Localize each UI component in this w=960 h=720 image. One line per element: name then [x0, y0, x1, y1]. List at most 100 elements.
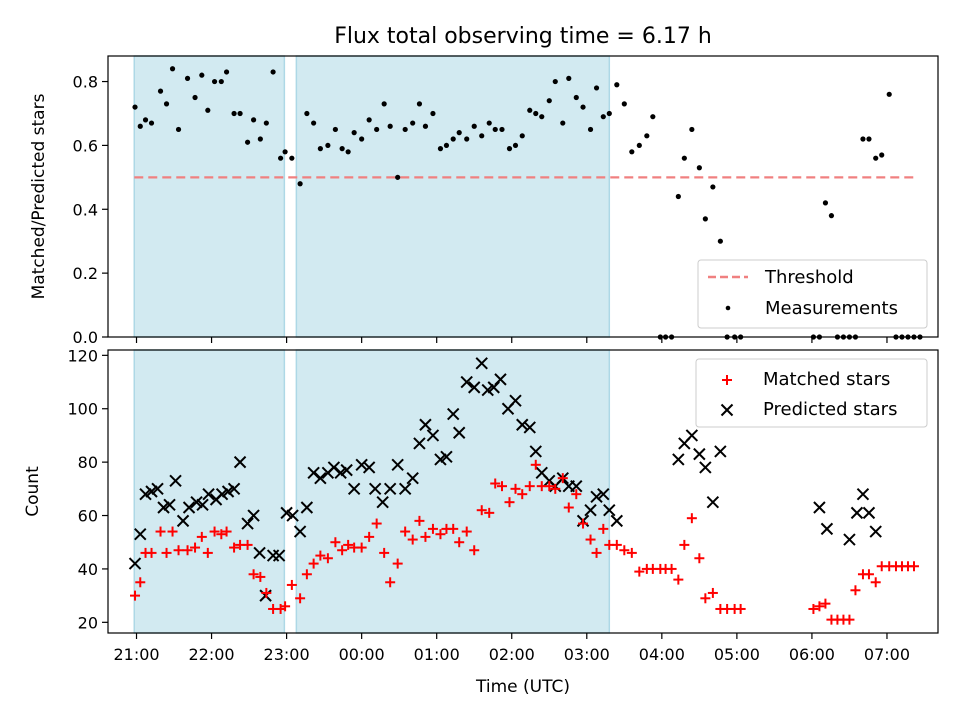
predicted-point: [843, 533, 856, 546]
measurement-point: [416, 101, 423, 107]
measurement-point: [644, 133, 650, 139]
measurement-point: [593, 85, 600, 91]
measurement-point: [184, 75, 191, 81]
measurement-point: [289, 155, 295, 161]
predicted-point: [227, 482, 241, 496]
matched-point: [130, 590, 141, 601]
predicted-point: [440, 450, 453, 463]
predicted-point: [813, 501, 826, 514]
measurement-point: [533, 110, 539, 117]
measurement-point: [681, 155, 687, 161]
x-tick-label: 23:00: [264, 645, 310, 664]
matched-point: [427, 523, 438, 534]
matched-point: [496, 481, 507, 492]
measurement-point: [223, 69, 230, 75]
predicted-point-b: [406, 471, 419, 485]
predicted-point-b: [856, 487, 870, 501]
measurement-point: [270, 69, 276, 75]
predicted-point-b: [362, 461, 376, 474]
matched-point: [510, 483, 521, 494]
matched-point: [407, 534, 418, 545]
matched-point: [286, 579, 297, 590]
measurement-point: [629, 149, 635, 155]
x-tick-label: 07:00: [864, 645, 910, 664]
measurement-point: [430, 110, 436, 117]
predicted-point: [672, 453, 685, 466]
count-y-tick-label: 120: [67, 346, 98, 365]
measurement-point: [163, 101, 170, 107]
measurement-point: [359, 136, 365, 142]
measurement-point: [539, 114, 545, 120]
measurement-point: [471, 123, 477, 129]
matched-point: [598, 523, 609, 534]
matched-point: [209, 526, 220, 537]
predicted-point: [286, 509, 299, 522]
measurement-point: [822, 200, 829, 206]
predicted-point: [355, 458, 368, 472]
matched-point: [146, 547, 157, 558]
predicted-point-b: [460, 375, 473, 389]
ratio-y-tick-label: 0.4: [73, 200, 98, 219]
predicted-point-b: [672, 453, 685, 466]
predicted-point-b: [413, 437, 426, 450]
predicted-point: [391, 458, 404, 472]
measurement-point: [297, 181, 303, 187]
x-axis-label: Time (UTC): [475, 677, 570, 697]
predicted-point: [176, 514, 190, 528]
matched-point: [707, 587, 718, 598]
matched-point: [392, 558, 403, 569]
matched-point: [420, 531, 431, 542]
x-tick-label: 00:00: [339, 645, 385, 664]
predicted-point-b: [509, 394, 522, 407]
measurement-point: [175, 126, 182, 133]
measurement-point: [137, 123, 143, 129]
matched-point: [700, 593, 711, 604]
measurement-point: [325, 142, 331, 149]
predicted-point: [820, 522, 834, 536]
x-tick-label: 05:00: [714, 645, 760, 664]
predicted-point: [516, 418, 529, 431]
measurement-point: [437, 146, 444, 152]
measurements-legend-swatch: [725, 305, 731, 311]
predicted-point-b: [699, 461, 712, 474]
measurement-point: [828, 213, 835, 219]
measurement-point: [566, 75, 572, 81]
measurement-point: [443, 142, 450, 149]
matched-point: [161, 547, 172, 558]
predicted-point-b: [610, 514, 624, 528]
measurement-point: [717, 238, 723, 244]
predicted-point: [300, 501, 314, 514]
predicted-point: [314, 471, 327, 485]
matched-point: [343, 539, 354, 550]
predicted-point: [447, 407, 460, 421]
measurement-point: [702, 216, 708, 222]
matched-point: [155, 526, 166, 537]
predicted-point-b: [182, 501, 196, 514]
predicted-point: [376, 495, 389, 509]
predicted-point: [475, 357, 488, 370]
predicted-point: [253, 546, 266, 560]
matched-point: [469, 545, 480, 556]
count-y-tick-label: 60: [78, 507, 98, 526]
matched-point: [619, 545, 630, 556]
predicted-point-b: [603, 503, 616, 517]
matched-point: [694, 553, 705, 564]
measurement-point: [237, 110, 243, 117]
predicted-point: [163, 498, 176, 512]
matched-point: [216, 529, 227, 540]
measurement-point: [587, 126, 594, 133]
predicted-point: [327, 461, 341, 474]
matched-point: [850, 585, 861, 596]
ratio-y-tick-label: 0.6: [73, 136, 98, 155]
predicted-point-b: [368, 482, 382, 496]
measurement-point: [560, 120, 566, 126]
matched-point: [356, 542, 367, 553]
predicted-point: [169, 474, 182, 488]
predicted-point-b: [233, 455, 247, 469]
predicted-point: [383, 482, 397, 496]
predicted-point-b: [426, 429, 440, 442]
matched-point: [280, 601, 291, 612]
x-tick-label: 04:00: [639, 645, 685, 664]
measurement-point: [199, 72, 205, 78]
x-tick-label: 02:00: [489, 645, 535, 664]
